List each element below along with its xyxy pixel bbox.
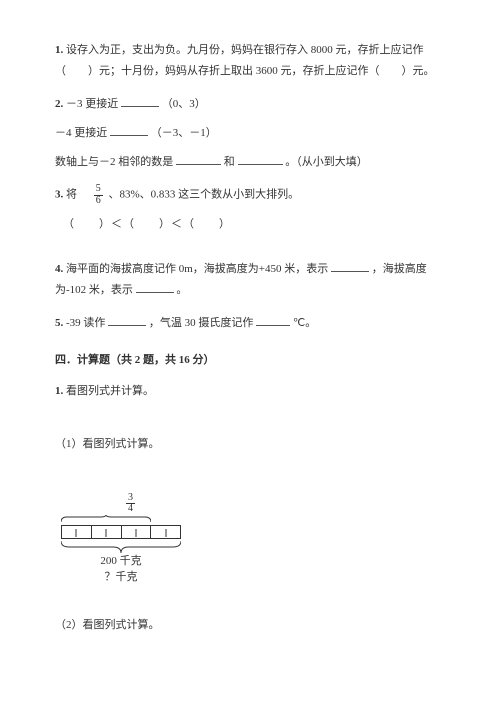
worksheet-page: 1. 设存入为正，支出为负。九月份，妈妈在银行存入 8000 元，存折上应记作（… [0,0,500,707]
q3-number: 3. [55,189,63,201]
section4-p1: 1. 看图列式并计算。 [55,381,445,402]
question-2-line1: 2. －3 更接近 （0、3） [55,94,445,115]
question-1: 1. 设存入为正，支出为负。九月份，妈妈在银行存入 8000 元，存折上应记作（… [55,40,445,82]
q5-b: ，气温 30 摄氏度记作 [149,317,254,329]
q2-number: 2. [55,98,63,110]
q2-l2-post: （－3、－1） [151,127,217,139]
q4-number: 4. [55,263,63,275]
q3-lead: 将 [66,189,88,201]
segment [62,526,92,538]
s4-p1-num: 1. [55,385,63,397]
question-2-line2: －4 更接近 （－3、－1） [55,123,445,144]
q2-l3-a: 数轴上与－2 相邻的数是 [55,156,173,168]
q2-l3-c: 。（从小到大填） [285,156,368,168]
q1-text: 设存入为正，支出为负。九月份，妈妈在银行存入 8000 元，存折上应记作（ ）元… [55,44,435,77]
q2-l1-pre: －3 更接近 [66,98,118,110]
spacer [55,247,445,259]
q3-compare-line: （ ）＜（ ）＜（ ） [55,214,445,235]
fraction-3-4: 3 4 [126,493,135,515]
blank [331,261,369,272]
blank [176,154,221,165]
q2-l1-post: （0、3） [162,98,206,110]
question-2-line3: 数轴上与－2 相邻的数是 和 。（从小到大填） [55,152,445,173]
spacer [55,467,445,485]
segment [151,526,180,538]
blank [108,315,146,326]
q1-number: 1. [55,44,63,56]
s4-p1-text: 看图列式并计算。 [66,385,154,397]
diagram-question-label: ？千克 [55,567,187,588]
blank [238,154,283,165]
section4-sub1: （1）看图列式计算。 [55,434,445,455]
q2-l2-pre: －4 更接近 [55,127,107,139]
blank [121,96,159,107]
diagram-top-fraction: 3 4 [123,493,138,515]
q5-number: 5. [55,317,63,329]
segment-diagram: 3 4 200 千克 ？千克 [55,497,195,583]
q4-c: 。 [176,284,187,296]
q4-a: 海平面的海拔高度记作 0m，海拔高度为+450 米，表示 [66,263,328,275]
question-4: 4. 海平面的海拔高度记作 0m，海拔高度为+450 米，表示 ，海拔高度为-1… [55,259,445,301]
fraction-5-6: 5 6 [94,184,103,206]
question-5: 5. -39 读作 ，气温 30 摄氏度记作 ℃。 [55,313,445,334]
q3-tail: 、83%、0.833 这三个数从小到大排列。 [109,189,300,201]
blank [110,125,148,136]
blank [136,282,174,293]
frac-den: 4 [126,504,135,515]
q5-a: -39 读作 [66,317,105,329]
segment [92,526,122,538]
question-3: 3. 将 5 6 、83%、0.833 这三个数从小到大排列。 [55,184,445,206]
diagram-200kg: 3 4 200 千克 ？千克 [55,497,445,583]
section-4-title: 四．计算题（共 2 题，共 16 分） [55,350,445,371]
q5-c: ℃。 [293,317,316,329]
top-brace-icon [61,515,151,523]
q2-l3-b: 和 [224,156,235,168]
frac-den: 6 [94,196,103,207]
spacer [55,414,445,434]
segment-bar [61,525,181,539]
blank [256,315,290,326]
segment [122,526,152,538]
section4-sub2: （2）看图列式计算。 [55,615,445,636]
spacer [55,601,445,615]
